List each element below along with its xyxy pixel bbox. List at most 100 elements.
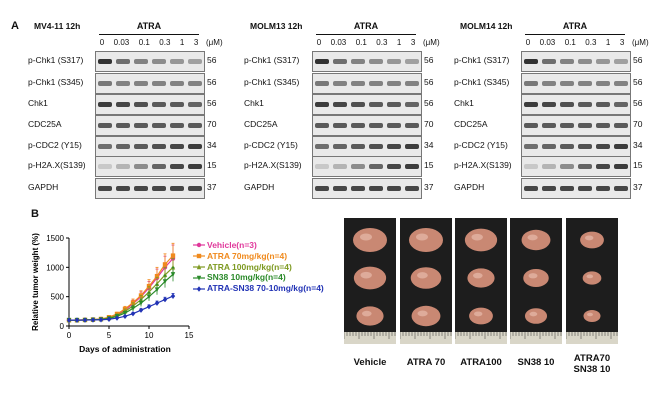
ruler — [344, 332, 396, 344]
blot-band — [614, 123, 628, 128]
concentration-labels: 0 0.03 0.1 0.3 1 3 — [521, 38, 629, 47]
blot-band — [542, 144, 556, 149]
blot-band — [369, 164, 383, 169]
blot-band-image — [521, 136, 631, 157]
blot-band — [578, 186, 592, 191]
concentration-label: 0 — [99, 38, 105, 47]
data-point — [82, 317, 88, 323]
concentration-label: 3 — [410, 38, 416, 47]
blot-band — [170, 59, 184, 64]
tumor-photo — [344, 218, 396, 344]
treatment-bracket-line — [316, 34, 416, 35]
tumor-specimen — [409, 228, 443, 252]
x-tick-label: 10 — [145, 331, 154, 340]
molecular-weight-label: 15 — [424, 160, 434, 170]
data-point — [196, 285, 202, 292]
molecular-weight-label: 56 — [207, 98, 217, 108]
blot-band-image — [312, 115, 422, 136]
blot-band — [542, 81, 556, 86]
blot-band — [369, 59, 383, 64]
tumor-photo — [455, 218, 507, 344]
tumor-growth-chart: 0 5 10 15 0 500 1000 1500 Days of administration… — [31, 233, 194, 354]
blot-band — [315, 59, 329, 64]
blot-band — [560, 164, 574, 169]
blot-band — [578, 102, 592, 107]
blot-band — [578, 123, 592, 128]
blot-band — [116, 81, 130, 86]
blot-band — [560, 81, 574, 86]
blot-band — [405, 102, 419, 107]
blot-band-image — [95, 178, 205, 199]
data-point — [146, 283, 152, 289]
data-point — [146, 289, 152, 295]
concentration-label: 0.3 — [585, 38, 597, 47]
tumor-specimen — [524, 308, 548, 324]
tumor-highlight — [474, 311, 483, 317]
tumor-highlight — [360, 271, 372, 279]
blot-band — [315, 102, 329, 107]
concentration-label: 3 — [619, 38, 625, 47]
legend-label: ATRA 70mg/kg(n=4) — [207, 250, 288, 261]
blot-band — [116, 59, 130, 64]
concentration-label: 0.1 — [564, 38, 576, 47]
tumor-specimen — [521, 229, 551, 251]
blot-row-label: p-Chk1 (S345) — [454, 77, 510, 87]
legend-label: ATRA-SN38 70-10mg/kg(n=4) — [207, 283, 324, 294]
blot-row-label: p-Chk1 (S317) — [28, 55, 84, 65]
legend-entry: ATRA-SN38 70-10mg/kg(n=4) — [193, 283, 324, 294]
data-point — [130, 310, 136, 317]
molecular-weight-label: 56 — [424, 55, 434, 65]
blot-band — [315, 164, 329, 169]
ruler — [510, 332, 562, 344]
blot-row-label: p-CDC2 (Y15) — [244, 140, 298, 150]
molecular-weight-label: 56 — [207, 77, 217, 87]
tumor-group-label-line: ATRA70 — [573, 353, 611, 364]
blot-band — [134, 164, 148, 169]
data-point — [98, 317, 104, 323]
blot-band — [152, 59, 166, 64]
blot-band-image — [521, 73, 631, 94]
blot-band — [98, 102, 112, 107]
legend-swatch — [193, 285, 205, 292]
blot-band — [98, 144, 112, 149]
legend-entry: Vehicle(n=3) — [193, 240, 324, 251]
blot-band — [134, 123, 148, 128]
x-tick-label: 5 — [107, 331, 112, 340]
legend-entry: SN38 10mg/kg(n=4) — [193, 272, 324, 283]
blot-band — [98, 123, 112, 128]
blot-band — [560, 102, 574, 107]
concentration-label: 0.03 — [330, 38, 347, 47]
blot-band — [98, 164, 112, 169]
tumor-highlight — [417, 310, 428, 317]
data-point — [154, 273, 160, 279]
tumor-highlight — [362, 310, 372, 317]
concentration-labels: 0 0.03 0.1 0.3 1 3 — [95, 38, 203, 47]
tumor-photo — [566, 218, 618, 344]
blot-band — [333, 164, 347, 169]
blot-band — [387, 186, 401, 191]
blot-row-label: p-CDC2 (Y15) — [28, 140, 82, 150]
blot-band — [614, 186, 628, 191]
blot-band — [351, 59, 365, 64]
data-point — [162, 272, 168, 278]
molecular-weight-label: 15 — [207, 160, 217, 170]
blot-band — [614, 59, 628, 64]
molecular-weight-label: 56 — [633, 55, 643, 65]
data-point — [196, 253, 202, 259]
blot-band — [134, 144, 148, 149]
molecular-weight-label: 56 — [633, 77, 643, 87]
treatment-label: ATRA — [353, 21, 379, 31]
legend-swatch — [193, 264, 205, 270]
series-group — [66, 293, 176, 323]
blot-band — [188, 123, 202, 128]
blot-band — [134, 186, 148, 191]
molecular-weight-label: 37 — [207, 182, 217, 192]
blot-band — [542, 123, 556, 128]
data-point — [146, 303, 152, 310]
concentration-label: 1 — [396, 38, 402, 47]
blot-band — [170, 123, 184, 128]
blot-band — [188, 59, 202, 64]
blot-band — [614, 144, 628, 149]
blot-band — [152, 144, 166, 149]
blot-band — [98, 186, 112, 191]
